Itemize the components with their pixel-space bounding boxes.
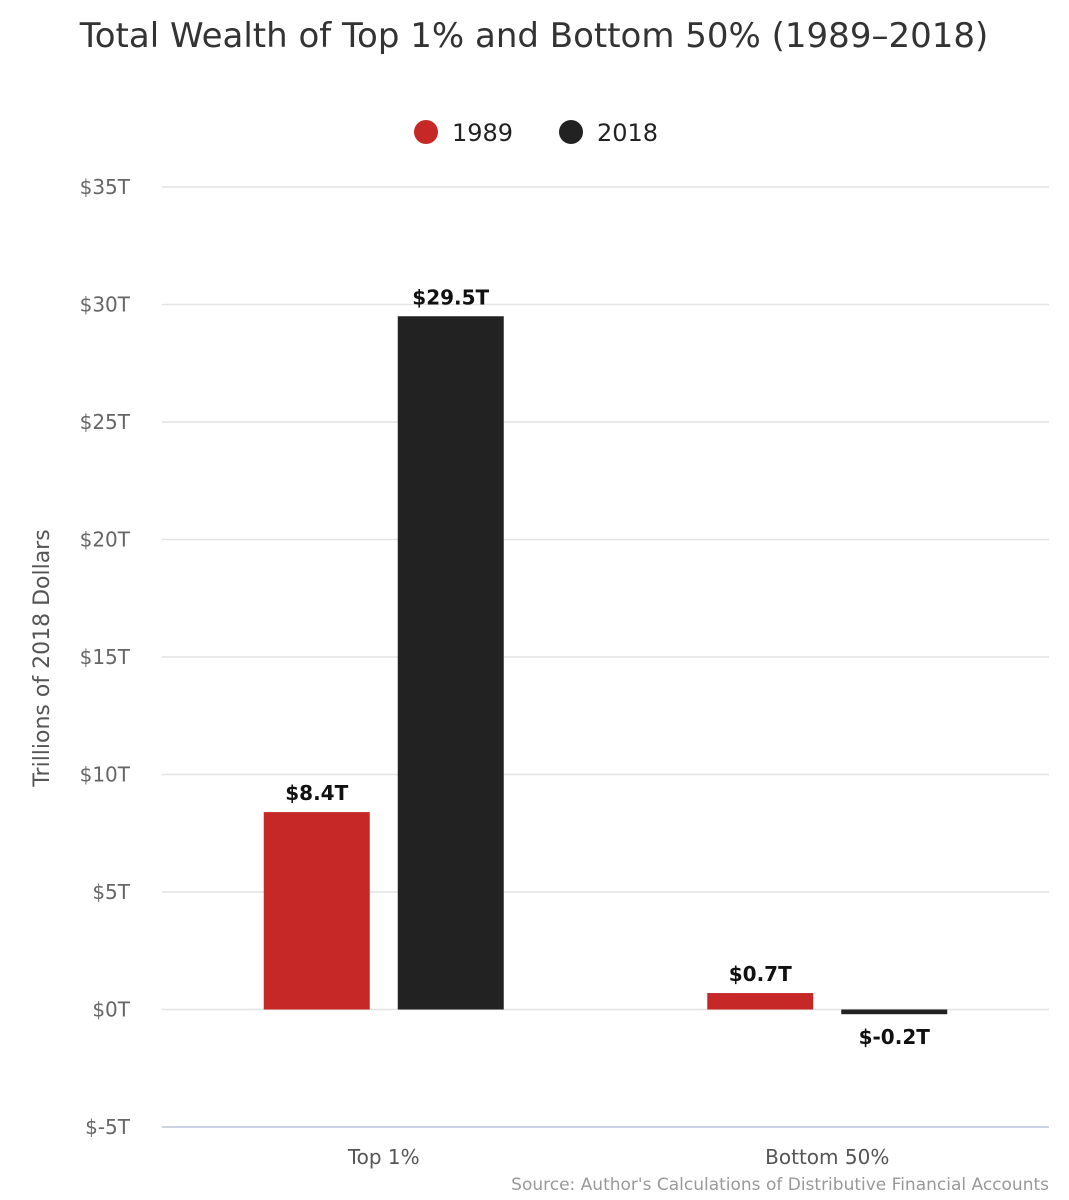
x-tick-label: Bottom 50% — [765, 1145, 889, 1169]
legend-marker-2018 — [559, 120, 583, 144]
legend-label-1989: 1989 — [452, 119, 513, 147]
legend-item-2018[interactable]: 2018 — [559, 119, 658, 147]
bars — [263, 316, 948, 1015]
legend-item-1989[interactable]: 1989 — [414, 119, 513, 147]
y-tick-label: $30T — [80, 293, 131, 317]
y-tick-label: $5T — [92, 880, 130, 904]
y-tick-label: $35T — [80, 175, 131, 199]
data-label: $0.7T — [729, 962, 792, 986]
data-label: $8.4T — [285, 781, 348, 805]
bar-1989-0[interactable] — [263, 812, 370, 1010]
chart-title: Total Wealth of Top 1% and Bottom 50% (1… — [79, 16, 989, 56]
y-tick-label: $20T — [80, 528, 131, 552]
y-tick-label: $25T — [80, 410, 131, 434]
legend: 1989 2018 — [414, 119, 658, 147]
x-tick-label: Top 1% — [347, 1145, 420, 1169]
legend-marker-1989 — [414, 120, 438, 144]
x-axis-ticks: Top 1% Bottom 50% — [347, 1145, 890, 1169]
y-tick-label: $-5T — [85, 1115, 131, 1139]
y-tick-label: $0T — [92, 998, 130, 1022]
y-axis-ticks: $35T $30T $25T $20T $15T $10T $5T $0T $-5T — [80, 175, 131, 1139]
y-tick-label: $15T — [80, 645, 131, 669]
data-labels: $8.4T $29.5T $0.7T $-0.2T — [285, 285, 930, 1049]
data-label: $-0.2T — [859, 1025, 931, 1049]
y-axis-label: Trillions of 2018 Dollars — [30, 529, 55, 787]
bar-1989-1[interactable] — [707, 993, 814, 1010]
y-tick-label: $10T — [80, 763, 131, 787]
source-note: Source: Author's Calculations of Distrib… — [511, 1175, 1049, 1195]
data-label: $29.5T — [412, 285, 489, 309]
bar-2018-1[interactable] — [841, 1009, 948, 1015]
bar-2018-0[interactable] — [397, 316, 504, 1010]
legend-label-2018: 2018 — [597, 119, 658, 147]
